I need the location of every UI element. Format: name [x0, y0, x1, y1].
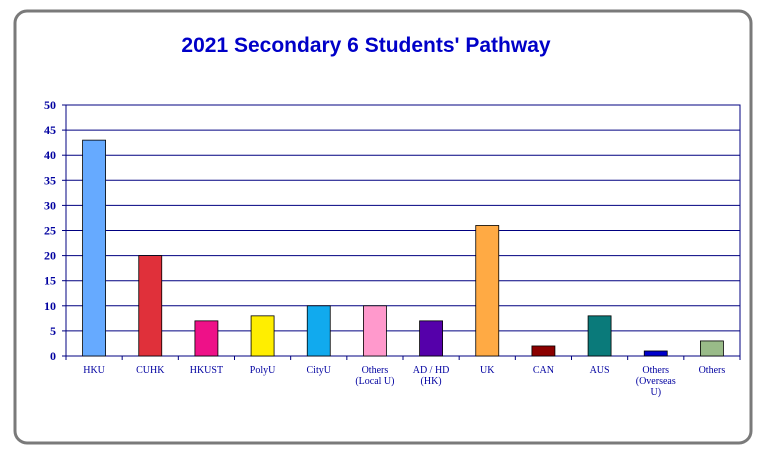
y-tick-label: 20 [44, 249, 56, 263]
x-tick-label: CityU [307, 365, 332, 376]
bar [475, 225, 500, 357]
bar [419, 320, 443, 357]
bar [531, 345, 556, 357]
y-tick-label: 5 [50, 324, 56, 338]
x-tick-label: AUS [590, 365, 610, 376]
x-tick-label: CAN [533, 365, 554, 376]
x-tick-label: CUHK [136, 365, 165, 376]
bar [700, 340, 724, 357]
bar [587, 315, 612, 357]
y-tick-label: 0 [50, 349, 56, 363]
x-tick-label: Others (Local U) [355, 365, 394, 387]
bar [138, 255, 163, 357]
y-tick-label: 40 [44, 148, 56, 162]
chart-title: 2021 Secondary 6 Students' Pathway [181, 34, 551, 57]
y-tick-label: 10 [44, 299, 56, 313]
x-tick-label: Others (Overseas U) [636, 365, 676, 398]
y-tick-label: 15 [44, 274, 56, 288]
x-tick-label: Others [699, 365, 726, 376]
y-tick-label: 50 [44, 98, 56, 112]
y-tick-label: 30 [44, 198, 56, 212]
bar [82, 139, 106, 357]
bar [306, 305, 331, 357]
y-tick-label: 35 [44, 173, 56, 187]
bar [363, 305, 387, 357]
y-tick-label: 25 [44, 224, 56, 238]
x-tick-label: UK [480, 365, 495, 376]
bar [250, 315, 275, 357]
y-tick-label: 45 [44, 123, 56, 137]
x-tick-label: AD / HD (HK) [413, 365, 450, 387]
x-tick-label: PolyU [250, 365, 276, 376]
x-tick-label: HKU [83, 365, 105, 376]
x-tick-label: HKUST [190, 365, 223, 376]
bar [194, 320, 219, 357]
bar [643, 350, 668, 357]
